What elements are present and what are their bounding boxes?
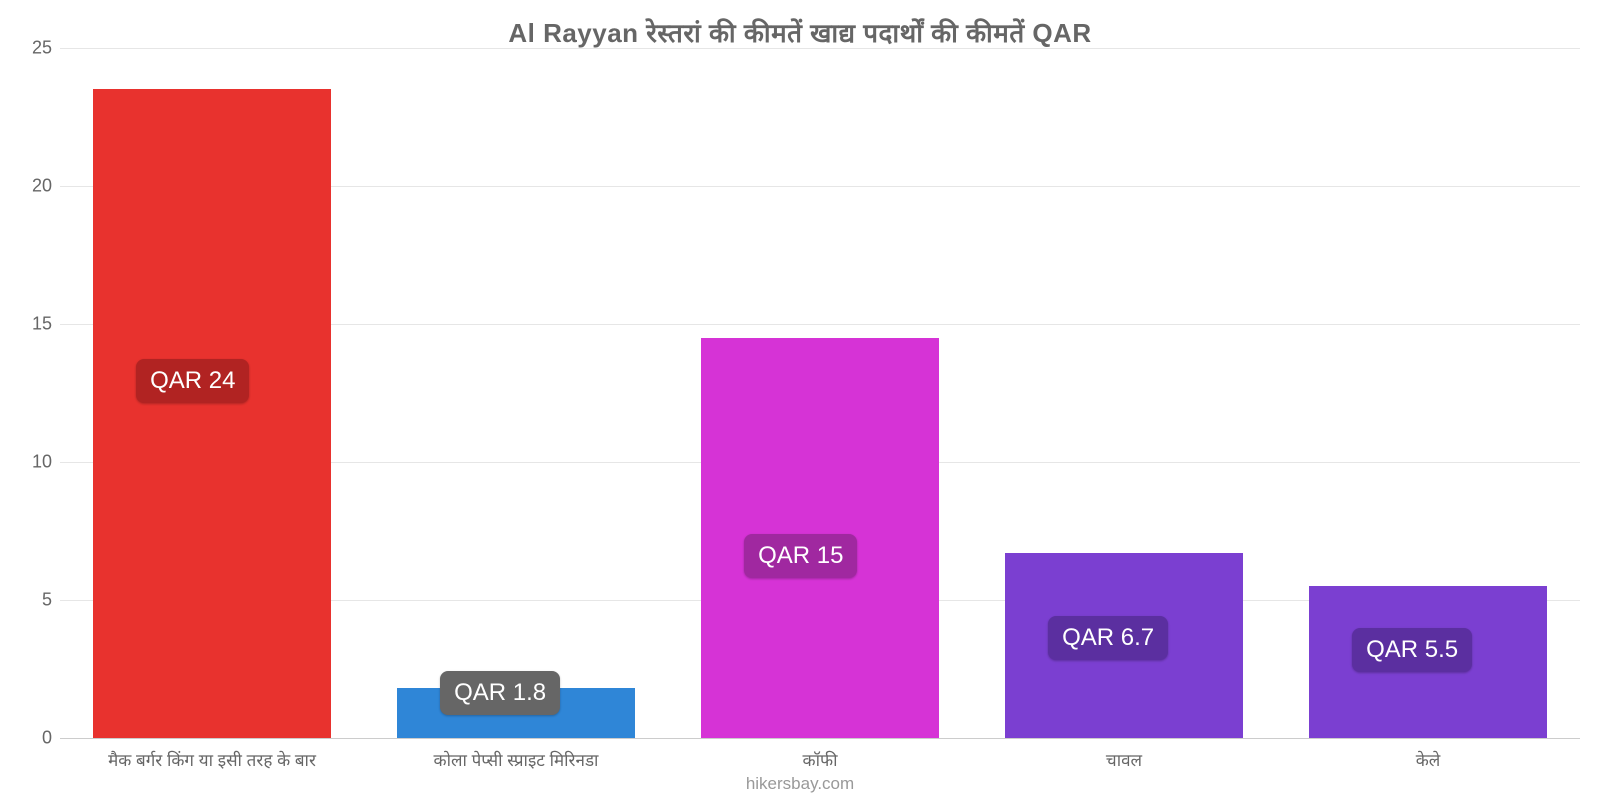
x-tick-label: मैक बर्गर किंग या इसी तरह के बार [108, 748, 316, 771]
value-badge: QAR 6.7 [1048, 616, 1168, 660]
y-tick-label: 0 [4, 728, 52, 749]
y-tick-label: 15 [4, 314, 52, 335]
chart-title: Al Rayyan रेस्तरां की कीमतें खाद्य पदार्… [0, 14, 1600, 50]
y-tick-label: 5 [4, 590, 52, 611]
chart-container: Al Rayyan रेस्तरां की कीमतें खाद्य पदार्… [0, 0, 1600, 800]
bar [93, 89, 330, 738]
value-badge: QAR 15 [744, 534, 857, 578]
x-tick-label: चावल [1106, 748, 1142, 771]
value-badge: QAR 1.8 [440, 671, 560, 715]
x-tick-label: कॉफी [803, 748, 838, 771]
axis-baseline [60, 738, 1580, 739]
y-tick-label: 25 [4, 38, 52, 59]
x-tick-label: कोला पेप्सी स्प्राइट मिरिनडा [434, 748, 599, 771]
y-tick-label: 20 [4, 176, 52, 197]
plot-area: 0510152025 मैक बर्गर किंग या इसी तरह के … [60, 48, 1580, 738]
x-tick-label: केले [1416, 748, 1441, 771]
y-tick-label: 10 [4, 452, 52, 473]
value-badge: QAR 5.5 [1352, 628, 1472, 672]
source-label: hikersbay.com [0, 774, 1600, 794]
value-badge: QAR 24 [136, 359, 249, 403]
